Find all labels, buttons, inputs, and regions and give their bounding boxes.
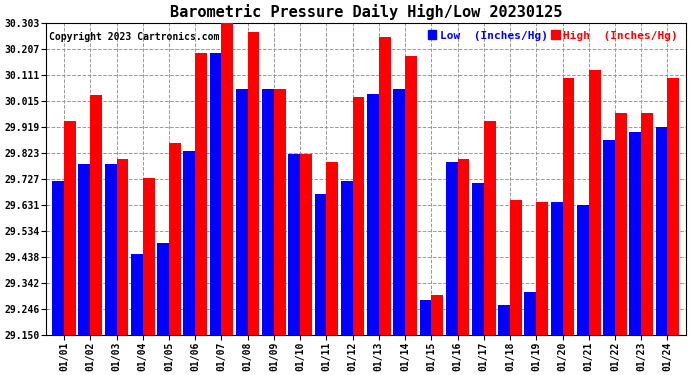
Bar	[367, 94, 379, 335]
Bar	[248, 32, 259, 335]
Bar	[236, 88, 248, 335]
Bar	[105, 165, 117, 335]
Bar	[446, 162, 457, 335]
Bar	[551, 202, 562, 335]
Bar	[656, 126, 667, 335]
Bar	[52, 181, 64, 335]
Bar	[131, 254, 143, 335]
Bar	[629, 132, 641, 335]
Bar	[210, 53, 221, 335]
Bar	[431, 294, 443, 335]
Bar	[577, 205, 589, 335]
Bar	[615, 113, 627, 335]
Bar	[498, 305, 510, 335]
Bar	[405, 56, 417, 335]
Bar	[184, 151, 195, 335]
Bar	[195, 53, 207, 335]
Bar	[457, 159, 469, 335]
Title: Barometric Pressure Daily High/Low 20230125: Barometric Pressure Daily High/Low 20230…	[170, 4, 562, 20]
Bar	[117, 159, 128, 335]
Legend: Low  (Inches/Hg), High  (Inches/Hg): Low (Inches/Hg), High (Inches/Hg)	[425, 28, 680, 43]
Bar	[353, 97, 364, 335]
Bar	[169, 143, 181, 335]
Bar	[64, 121, 76, 335]
Bar	[90, 95, 102, 335]
Bar	[79, 165, 90, 335]
Bar	[326, 162, 338, 335]
Bar	[510, 200, 522, 335]
Bar	[274, 88, 286, 335]
Bar	[221, 21, 233, 335]
Bar	[315, 194, 326, 335]
Bar	[641, 113, 653, 335]
Bar	[536, 202, 548, 335]
Bar	[341, 181, 353, 335]
Bar	[420, 300, 431, 335]
Bar	[262, 88, 274, 335]
Bar	[472, 183, 484, 335]
Bar	[379, 37, 391, 335]
Bar	[562, 78, 574, 335]
Bar	[288, 154, 300, 335]
Bar	[603, 140, 615, 335]
Bar	[484, 121, 495, 335]
Bar	[300, 154, 312, 335]
Bar	[157, 243, 169, 335]
Bar	[143, 178, 155, 335]
Bar	[589, 70, 600, 335]
Bar	[393, 88, 405, 335]
Bar	[667, 78, 679, 335]
Bar	[524, 292, 536, 335]
Text: Copyright 2023 Cartronics.com: Copyright 2023 Cartronics.com	[49, 32, 219, 42]
